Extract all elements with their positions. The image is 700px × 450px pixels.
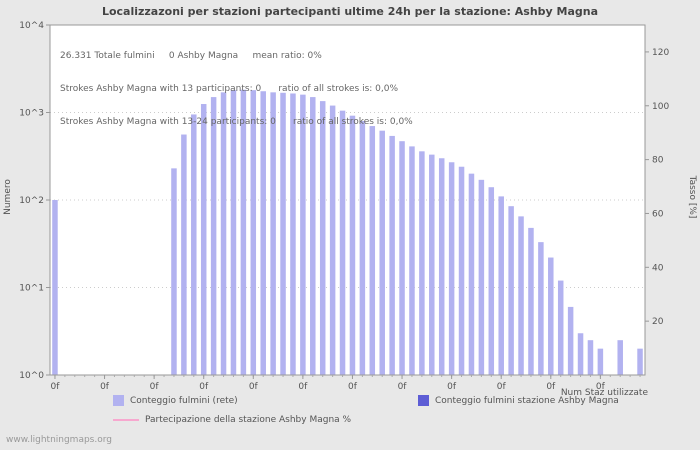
svg-text:0f: 0f xyxy=(596,382,606,392)
watermark-url: www.lightningmaps.org xyxy=(6,435,112,445)
svg-text:0f: 0f xyxy=(348,382,358,392)
svg-text:60: 60 xyxy=(652,209,664,219)
legend-item-network: Conteggio fulmini (rete) xyxy=(113,395,238,406)
svg-text:0f: 0f xyxy=(199,382,209,392)
annotation-strokes-13-24: Strokes Ashby Magna with 13-24 participa… xyxy=(60,117,413,127)
legend-label-participation: Partecipazione della stazione Ashby Magn… xyxy=(145,415,352,425)
legend-swatch-network xyxy=(113,395,124,406)
svg-text:20: 20 xyxy=(652,317,664,327)
y-axis-label-left: Numero xyxy=(3,179,13,215)
svg-text:10^4: 10^4 xyxy=(19,21,44,31)
svg-text:0f: 0f xyxy=(100,382,110,392)
svg-text:40: 40 xyxy=(652,263,664,273)
svg-text:80: 80 xyxy=(652,156,664,166)
svg-text:10^3: 10^3 xyxy=(19,109,44,119)
svg-text:0f: 0f xyxy=(249,382,259,392)
x-axis-label-right: Num Staz utilizzate xyxy=(560,388,648,398)
svg-text:0f: 0f xyxy=(51,382,61,392)
svg-text:10^2: 10^2 xyxy=(19,196,44,206)
svg-text:10^1: 10^1 xyxy=(19,284,44,294)
svg-text:0f: 0f xyxy=(298,382,308,392)
annotation-strokes-13: Strokes Ashby Magna with 13 participants… xyxy=(60,84,399,94)
chart-annotations: 26.331 Totale fulmini 0 Ashby Magna mean… xyxy=(60,29,413,150)
annotation-total-strokes: 26.331 Totale fulmini 0 Ashby Magna mean… xyxy=(60,51,322,61)
legend-item-station: Conteggio fulmini stazione Ashby Magna xyxy=(418,395,619,406)
svg-text:0f: 0f xyxy=(546,382,556,392)
legend-swatch-participation-line xyxy=(113,419,139,421)
svg-text:0f: 0f xyxy=(447,382,457,392)
svg-text:100: 100 xyxy=(652,102,669,112)
svg-text:10^0: 10^0 xyxy=(19,371,44,381)
svg-text:120: 120 xyxy=(652,48,669,58)
chart-title: Localizzazoni per stazioni partecipanti … xyxy=(101,5,599,18)
legend-label-network: Conteggio fulmini (rete) xyxy=(130,395,238,406)
y-axis-label-right: Tasso [%] xyxy=(687,175,697,219)
legend-label-station: Conteggio fulmini stazione Ashby Magna xyxy=(435,395,619,406)
legend-swatch-station xyxy=(418,395,429,406)
svg-text:0f: 0f xyxy=(150,382,160,392)
svg-text:0f: 0f xyxy=(398,382,408,392)
legend-item-participation: Partecipazione della stazione Ashby Magn… xyxy=(113,415,351,425)
svg-text:0f: 0f xyxy=(497,382,507,392)
